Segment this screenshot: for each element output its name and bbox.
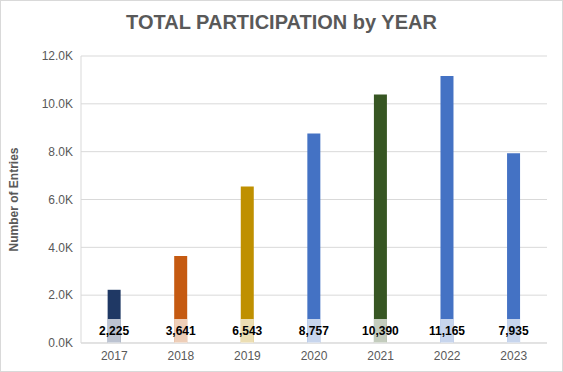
html-text:TOTAL PARTICIPATION by YEAR: TOTAL PARTICIPATION by YEAR xyxy=(126,11,437,33)
svg-text:2017: 2017 xyxy=(101,349,128,363)
svg-text:2022: 2022 xyxy=(434,349,461,363)
svg-text:2018: 2018 xyxy=(168,349,195,363)
svg-text:12.0K: 12.0K xyxy=(42,49,73,63)
svg-text:2,225: 2,225 xyxy=(99,324,129,338)
svg-text:2.0K: 2.0K xyxy=(48,288,73,302)
svg-text:Number of Entries: Number of Entries xyxy=(8,147,21,251)
svg-text:0.0K: 0.0K xyxy=(48,336,73,350)
svg-text:3,641: 3,641 xyxy=(166,324,196,338)
svg-text:6.0K: 6.0K xyxy=(48,193,73,207)
svg-text:7,935: 7,935 xyxy=(499,324,529,338)
svg-text:10.0K: 10.0K xyxy=(42,97,73,111)
svg-text:4.0K: 4.0K xyxy=(48,241,73,255)
svg-text:2023: 2023 xyxy=(500,349,527,363)
svg-text:2021: 2021 xyxy=(367,349,394,363)
svg-text:6,543: 6,543 xyxy=(232,324,262,338)
svg-text:2019: 2019 xyxy=(234,349,261,363)
svg-text:11,165: 11,165 xyxy=(429,324,465,338)
svg-text:8.0K: 8.0K xyxy=(48,145,73,159)
svg-text:10,390: 10,390 xyxy=(362,324,399,338)
svg-text:2020: 2020 xyxy=(301,349,328,363)
svg-text:8,757: 8,757 xyxy=(299,324,329,338)
